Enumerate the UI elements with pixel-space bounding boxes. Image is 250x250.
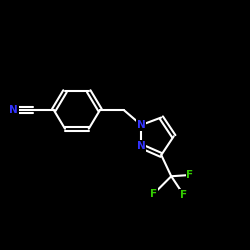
Text: F: F — [186, 170, 194, 180]
Text: N: N — [10, 105, 18, 115]
Text: F: F — [150, 189, 157, 199]
Text: N: N — [137, 141, 145, 151]
Text: N: N — [137, 120, 145, 130]
Text: F: F — [180, 190, 187, 200]
